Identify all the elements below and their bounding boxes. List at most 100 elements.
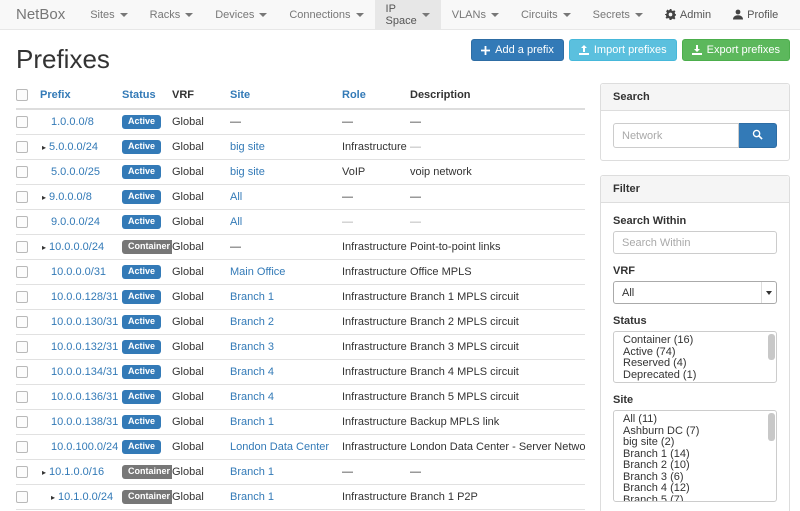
empty-value: — xyxy=(410,116,421,129)
prefix-link[interactable]: 10.0.0.0/31 xyxy=(51,266,107,279)
site-link[interactable]: Branch 3 xyxy=(230,341,275,354)
site-link[interactable]: Branch 1 xyxy=(230,416,275,429)
row-checkbox[interactable] xyxy=(16,216,28,229)
brand-logo[interactable]: NetBox xyxy=(16,6,66,23)
scrollbar-thumb[interactable] xyxy=(768,334,775,360)
prefix-link[interactable]: 1.0.0.0/8 xyxy=(51,116,94,129)
prefix-link[interactable]: 10.0.0.136/31 xyxy=(51,391,119,404)
nav-item-connections[interactable]: Connections xyxy=(278,0,374,29)
filter-option[interactable]: big site (2) xyxy=(623,437,675,448)
filter-option[interactable]: Branch 2 (10) xyxy=(623,460,690,471)
site-link[interactable]: All xyxy=(230,216,243,229)
filter-option[interactable]: Reserved (4) xyxy=(623,358,687,369)
site-link[interactable]: Branch 1 xyxy=(230,291,275,304)
expand-arrow-icon[interactable]: ▸ xyxy=(42,243,47,253)
prefix-link[interactable]: 10.1.0.0/16 xyxy=(49,466,105,479)
filter-option[interactable]: Branch 4 (12) xyxy=(623,483,690,494)
site-listbox[interactable]: All (11) Ashburn DC (7) big site (2) Branch… xyxy=(613,410,777,502)
site-link[interactable]: Branch 4 xyxy=(230,366,275,379)
column-header-site[interactable]: Site xyxy=(230,83,342,111)
nav-item-sites[interactable]: Sites xyxy=(79,0,138,29)
nav-item-secrets[interactable]: Secrets xyxy=(582,0,654,29)
site-link[interactable]: big site xyxy=(230,166,265,179)
nav-item-vlans[interactable]: VLANs xyxy=(441,0,510,29)
site-link[interactable]: Branch 4 xyxy=(230,391,275,404)
site-link[interactable]: All xyxy=(230,191,243,204)
select-all-checkbox[interactable] xyxy=(16,89,28,102)
nav-item-admin[interactable]: Admin xyxy=(654,0,722,29)
prefix-link[interactable]: 10.1.0.0/24 xyxy=(58,491,114,504)
nav-item-ip-space[interactable]: IP Space xyxy=(374,0,441,29)
prefix-link[interactable]: 5.0.0.0/25 xyxy=(51,166,100,179)
nav-item-circuits[interactable]: Circuits xyxy=(510,0,582,29)
filter-option[interactable]: Branch 3 (6) xyxy=(623,471,684,483)
row-checkbox[interactable] xyxy=(16,266,28,279)
filter-option[interactable]: Deprecated (1) xyxy=(623,369,697,381)
row-checkbox[interactable] xyxy=(16,391,28,404)
prefix-link[interactable]: 9.0.0.0/8 xyxy=(49,191,92,204)
status-listbox[interactable]: Container (16) Active (74) Reserved (4) Dep… xyxy=(613,331,777,383)
row-checkbox[interactable] xyxy=(16,116,28,129)
site-link[interactable]: Branch 1 xyxy=(230,466,275,479)
prefix-link[interactable]: 10.0.0.0/24 xyxy=(49,241,105,254)
status-badge: Active xyxy=(122,265,162,280)
row-checkbox[interactable] xyxy=(16,166,28,179)
site-link[interactable]: Branch 2 xyxy=(230,316,275,329)
row-checkbox[interactable] xyxy=(16,316,28,329)
scrollbar-thumb[interactable] xyxy=(768,413,775,441)
column-header-role[interactable]: Role xyxy=(342,83,410,111)
row-checkbox[interactable] xyxy=(16,141,28,154)
prefix-link[interactable]: 9.0.0.0/24 xyxy=(51,216,100,229)
vrf-cell: Global xyxy=(172,434,230,461)
filter-option[interactable]: Container (16) xyxy=(623,335,694,346)
add-a-prefix-button[interactable]: Add a prefix xyxy=(471,39,564,61)
expand-arrow-icon[interactable]: ▸ xyxy=(42,193,47,203)
prefix-link[interactable]: 10.0.0.134/31 xyxy=(51,366,119,379)
import-prefixes-button[interactable]: Import prefixes xyxy=(568,39,677,61)
prefix-link[interactable]: 10.0.0.130/31 xyxy=(51,316,119,329)
expand-arrow-icon[interactable]: ▸ xyxy=(51,493,56,503)
prefix-link[interactable]: 10.0.0.132/31 xyxy=(51,341,119,354)
site-link[interactable]: Main Office xyxy=(230,266,286,279)
nav-item-racks[interactable]: Racks xyxy=(139,0,205,29)
search-within-input[interactable] xyxy=(613,231,777,254)
prefix-link[interactable]: 10.0.100.0/24 xyxy=(51,441,119,454)
role-value: VoIP xyxy=(342,166,366,179)
row-checkbox[interactable] xyxy=(16,241,28,254)
export-prefixes-button[interactable]: Export prefixes xyxy=(681,39,790,61)
column-header-prefix[interactable]: Prefix xyxy=(40,83,122,111)
prefix-link[interactable]: 5.0.0.0/24 xyxy=(49,141,98,154)
row-checkbox[interactable] xyxy=(16,341,28,354)
search-button[interactable] xyxy=(739,123,777,148)
site-link[interactable]: big site xyxy=(230,141,265,154)
prefix-link[interactable]: 10.0.0.128/31 xyxy=(51,291,119,304)
nav-item-profile[interactable]: Profile xyxy=(722,0,789,29)
filter-option[interactable]: Branch 5 (7) xyxy=(623,494,684,502)
status-badge: Container xyxy=(122,465,172,480)
role-value: Infrastructure xyxy=(342,391,407,404)
expand-arrow-icon[interactable]: ▸ xyxy=(42,143,47,153)
row-checkbox[interactable] xyxy=(16,441,28,454)
table-row: 1.0.0.0/8 Active Global — — — xyxy=(16,109,585,136)
column-header-status[interactable]: Status xyxy=(122,83,172,111)
site-link[interactable]: Branch 1 xyxy=(230,491,275,504)
role-cell: Infrastructure xyxy=(342,434,410,461)
row-checkbox[interactable] xyxy=(16,416,28,429)
nav-item-devices[interactable]: Devices xyxy=(204,0,278,29)
filter-option[interactable]: Active (74) xyxy=(623,346,676,358)
filter-option[interactable]: Branch 1 (14) xyxy=(623,448,690,460)
row-checkbox[interactable] xyxy=(16,491,28,504)
expand-arrow-icon[interactable]: ▸ xyxy=(42,468,47,478)
filter-option[interactable]: Ashburn DC (7) xyxy=(623,425,700,437)
prefix-link[interactable]: 10.0.0.138/31 xyxy=(51,416,119,429)
row-checkbox[interactable] xyxy=(16,366,28,379)
row-checkbox[interactable] xyxy=(16,291,28,304)
search-input[interactable] xyxy=(613,123,739,148)
status-badge: Active xyxy=(122,440,162,455)
row-checkbox[interactable] xyxy=(16,191,28,204)
row-checkbox[interactable] xyxy=(16,466,28,479)
vrf-select[interactable]: All xyxy=(613,281,777,304)
nav-item-log-out[interactable]: Log out xyxy=(789,0,800,29)
site-link[interactable]: London Data Center xyxy=(230,441,330,454)
filter-option[interactable]: All (11) xyxy=(623,414,658,425)
